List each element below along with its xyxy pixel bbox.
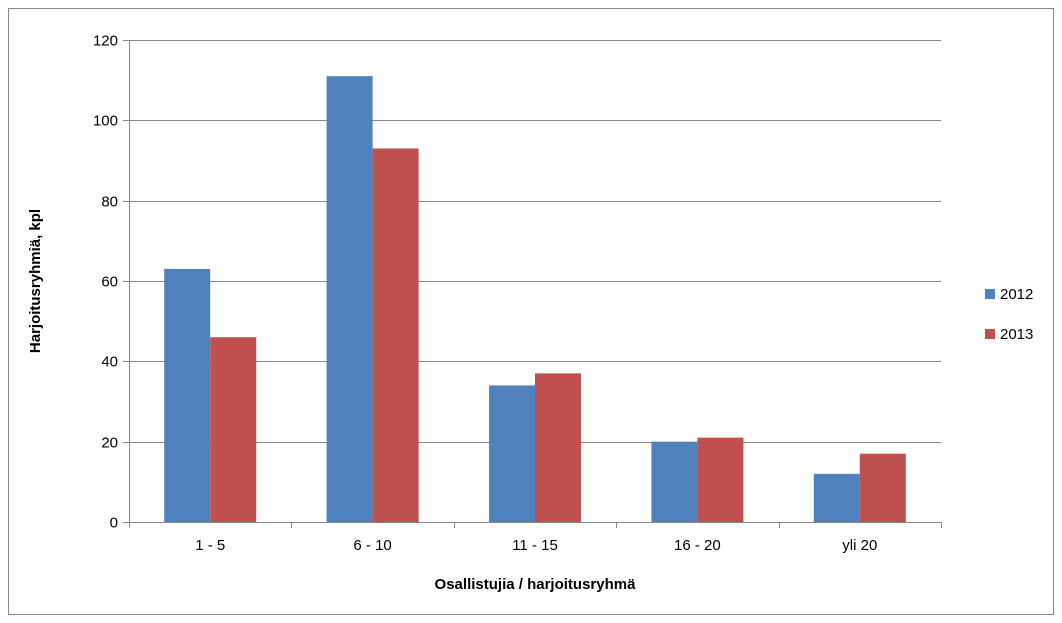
bar-2013-2 <box>372 148 419 522</box>
legend: 2012 2013 <box>985 286 1033 343</box>
x-tick-label: yli 20 <box>842 537 877 554</box>
x-tick-label: 16 - 20 <box>674 537 721 554</box>
legend-swatch-2013 <box>985 329 995 339</box>
y-tick-label: 40 <box>101 354 118 371</box>
y-tick-label: 100 <box>93 113 118 130</box>
bar-2012-2 <box>326 76 373 523</box>
legend-label-2012: 2012 <box>1000 286 1033 303</box>
bar-2012-4 <box>651 441 698 522</box>
bar-2013-1 <box>210 337 257 522</box>
y-tick-label: 0 <box>110 515 118 532</box>
x-tick-label: 11 - 15 <box>512 537 558 554</box>
bars <box>164 76 906 523</box>
y-tick-label: 20 <box>101 435 118 452</box>
y-tick-label: 60 <box>101 274 118 291</box>
y-tick-label: 80 <box>101 194 118 211</box>
x-axis-title: Osallistujia / harjoitusryhmä <box>435 576 637 593</box>
bar-2012-3 <box>489 385 535 522</box>
bar-2013-5 <box>859 453 906 522</box>
x-tick-label: 6 - 10 <box>353 537 391 554</box>
bar-2013-3 <box>535 373 581 522</box>
legend-label-2013: 2013 <box>1000 326 1033 343</box>
x-tick-label: 1 - 5 <box>195 537 225 554</box>
y-axis-title: Harjoitusryhmiä, kpl <box>27 209 44 353</box>
gridlines <box>129 40 941 443</box>
y-tick-labels: 0 20 40 60 80 100 120 <box>93 33 118 532</box>
bar-2013-4 <box>697 437 744 522</box>
bar-2012-1 <box>164 268 211 522</box>
axes <box>123 40 942 528</box>
legend-swatch-2012 <box>985 289 995 299</box>
y-tick-label: 120 <box>93 33 118 50</box>
x-tick-labels: 1 - 5 6 - 10 11 - 15 16 - 20 yli 20 <box>195 537 877 554</box>
bar-2012-5 <box>813 473 860 522</box>
